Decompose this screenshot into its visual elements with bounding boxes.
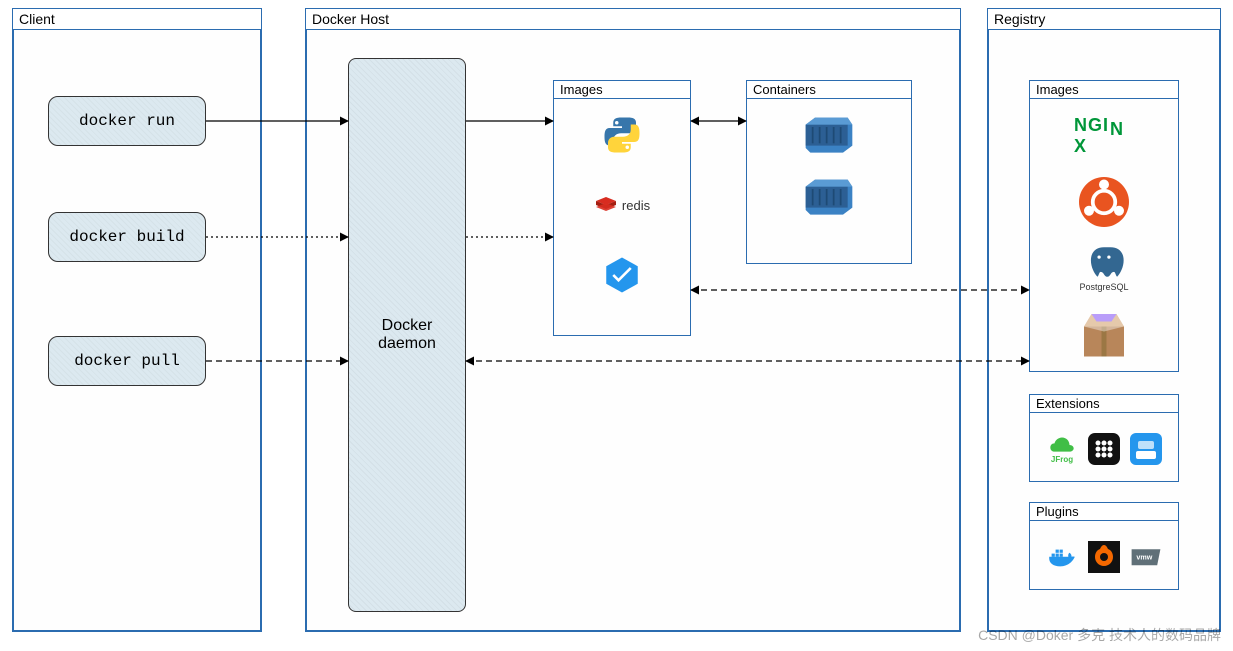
registry-images-icons: NGINX PostgreSQL [1029,112,1179,366]
vmware-icon: vmw [1130,541,1162,573]
registry-plugins-header: Plugins [1029,502,1179,521]
watermark-text: CSDN @Doker 多克 技术人的数码品牌 [978,625,1221,645]
registry-plugins-icons: vmw [1029,532,1179,582]
nginx-icon: NGINX [1074,112,1134,160]
host-images-icons: redis [553,114,691,330]
registry-images-header: Images [1029,80,1179,99]
docker-daemon-label: Docker daemon [378,317,436,353]
docker-hex-icon [601,254,643,296]
svg-text:vmw: vmw [1136,552,1152,561]
cmd-docker-pull: docker pull [48,336,206,386]
host-containers-icons [746,114,912,258]
registry-extensions-icons: JFrog [1029,424,1179,474]
ubuntu-icon [1074,178,1134,226]
docker-daemon-box: Docker daemon [348,58,466,612]
jfrog-icon: JFrog [1046,433,1078,465]
postgresql-icon: PostgreSQL [1074,244,1134,292]
redis-icon: redis [601,184,643,226]
container-icon [801,114,857,154]
python-icon [601,114,643,156]
host-images-header: Images [553,80,691,99]
container-icon [801,176,857,216]
cmd-docker-run: docker run [48,96,206,146]
docker-whale-icon [1046,541,1078,573]
grafana-icon [1088,541,1120,573]
cmd-docker-build: docker build [48,212,206,262]
host-header: Docker Host [305,8,961,30]
portainer-icon [1088,433,1120,465]
registry-extensions-header: Extensions [1029,394,1179,413]
host-containers-header: Containers [746,80,912,99]
client-header: Client [12,8,262,30]
package-box-icon [1074,310,1134,358]
disk-icon [1130,433,1162,465]
registry-header: Registry [987,8,1221,30]
